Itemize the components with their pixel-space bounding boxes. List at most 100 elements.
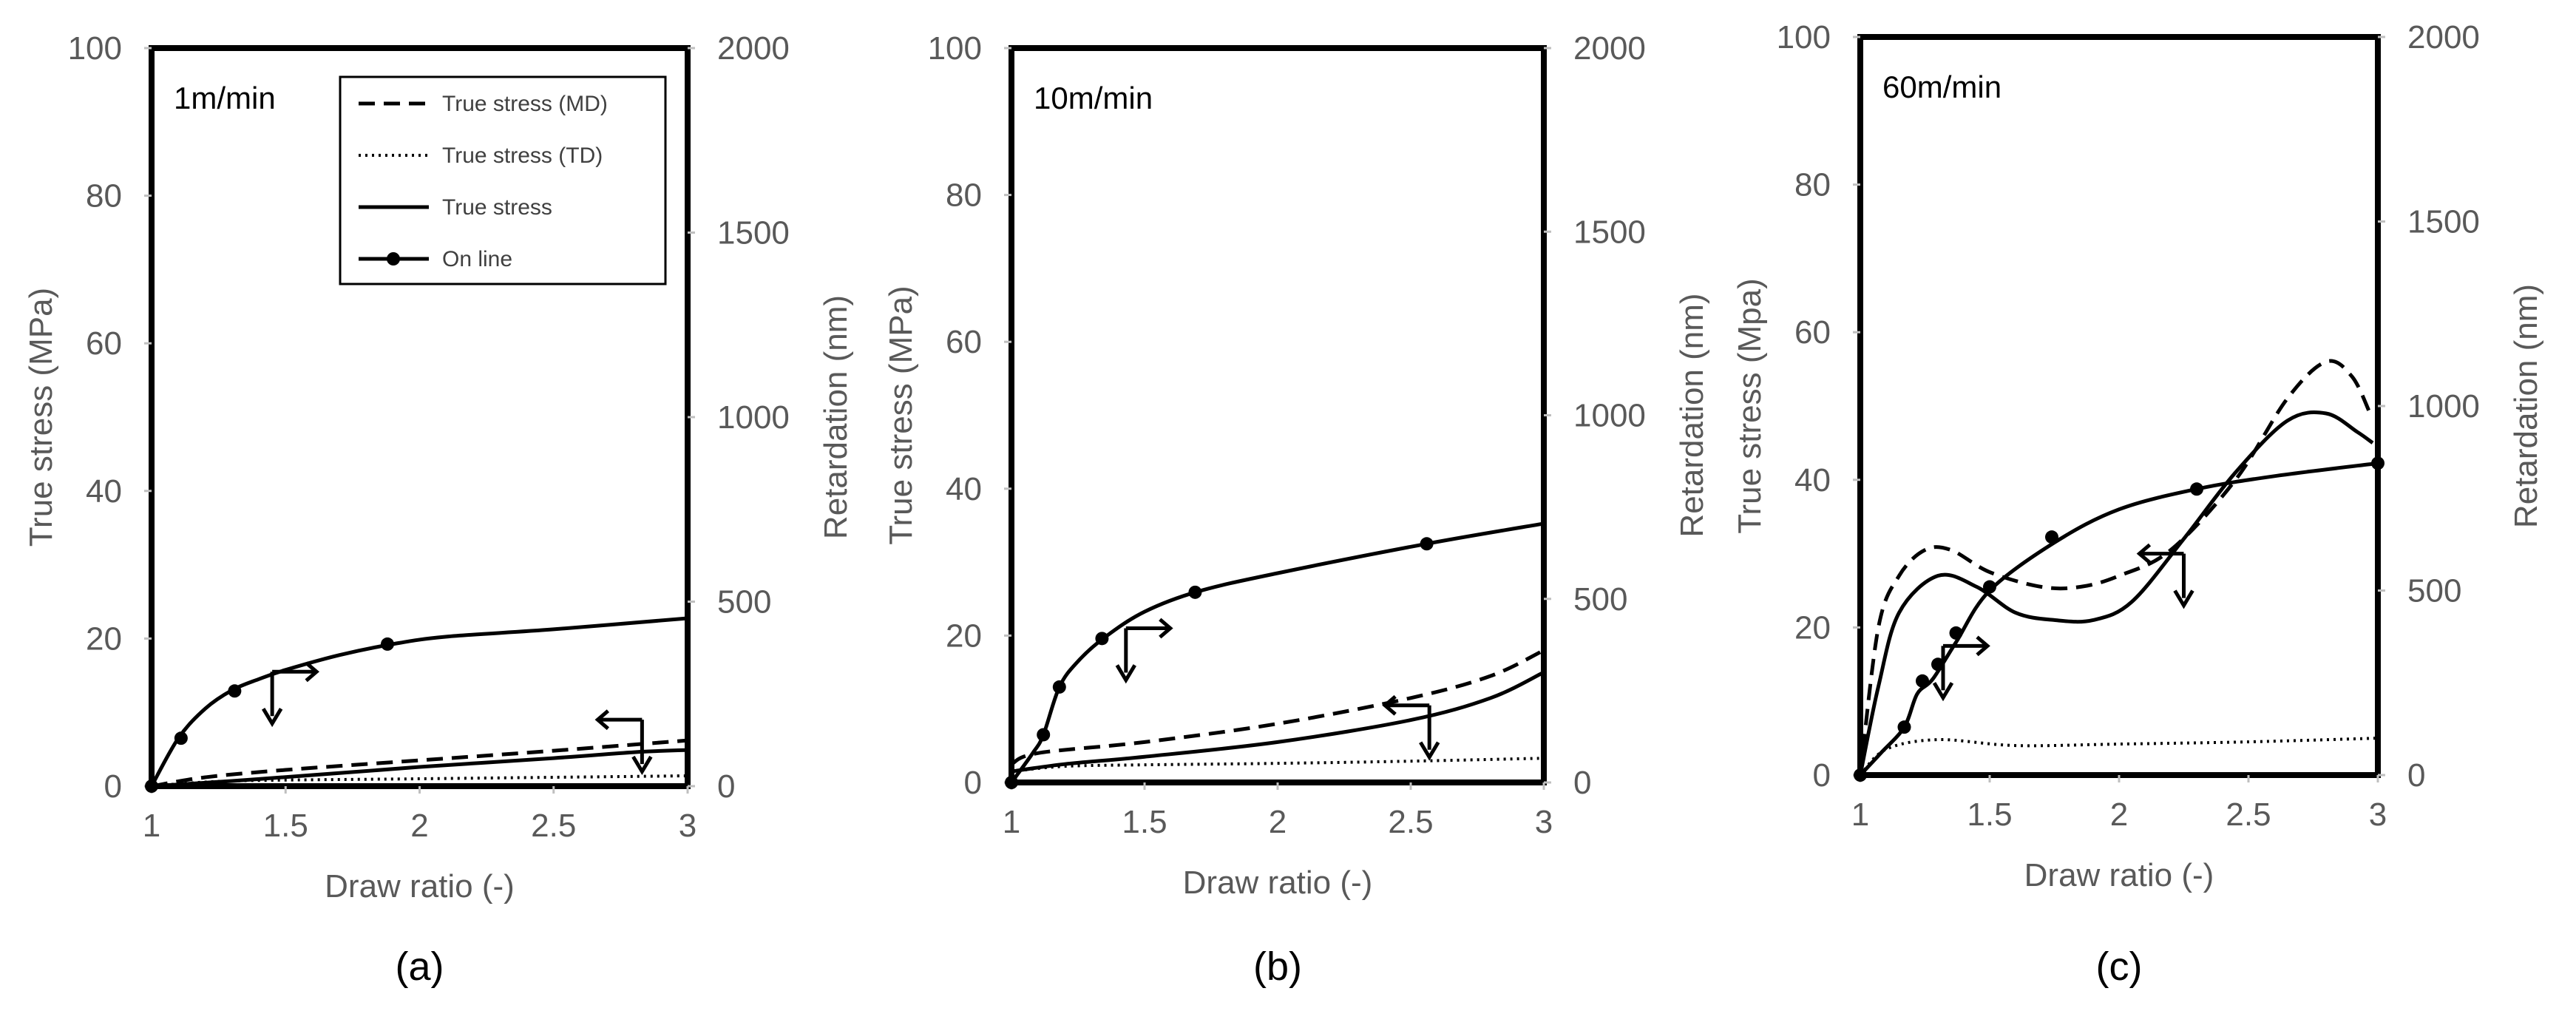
arrow-head-down — [2173, 589, 2194, 609]
y-left-tick-label: 20 — [86, 620, 122, 657]
y-right-tick-label: 2000 — [1573, 30, 1646, 67]
on-line-marker — [228, 684, 242, 698]
series-line-true-stress-md — [151, 738, 688, 788]
y-left-tick-label: 60 — [86, 325, 122, 362]
y-right-tick-label: 1000 — [717, 399, 790, 436]
panel-caption: (a) — [396, 944, 444, 989]
y-right-tick-label: 500 — [717, 584, 771, 620]
legend-entry-label: On line — [442, 247, 512, 271]
legend: True stress (MD) True stress (TD) True str… — [339, 75, 667, 285]
right-axis-indicator-arrow — [1932, 635, 1990, 702]
x-tick-label: 1.5 — [1122, 804, 1167, 840]
on-line-marker — [1983, 580, 1996, 594]
on-line-marker — [2371, 456, 2385, 470]
right-axis-indicator-arrow — [1115, 618, 1173, 684]
y-right-tick-label: 0 — [717, 768, 735, 805]
y-left-tick-label: 0 — [964, 765, 982, 801]
y-left-tick-label: 20 — [1794, 609, 1831, 646]
speed-label: 1m/min — [174, 81, 276, 115]
arrow-head-side — [1382, 694, 1397, 716]
on-line-marker — [1916, 674, 1929, 688]
on-line-marker — [1095, 632, 1109, 646]
x-tick-label: 1.5 — [263, 808, 308, 844]
legend-entry-label: True stress (MD) — [442, 92, 608, 116]
chart-panel-3: 1 1.5 2 2.5 30204060801000500100015002000Dra… — [1732, 19, 2544, 989]
y-right-tick-label: 2000 — [717, 30, 790, 67]
y-right-tick-label: 1500 — [717, 215, 790, 251]
legend-marker — [387, 252, 400, 266]
speed-label: 10m/min — [1034, 81, 1153, 115]
x-tick-label: 1.5 — [1967, 797, 2012, 833]
arrow-head-down — [1115, 664, 1136, 684]
arrow-head-down — [631, 755, 653, 776]
x-tick-label: 1 — [143, 808, 160, 844]
y-left-tick-label: 80 — [946, 177, 982, 214]
arrow-head-down — [1932, 682, 1954, 702]
y-left-tick-label: 40 — [1794, 462, 1831, 498]
on-line-marker — [1854, 768, 1867, 782]
y-left-tick-label: 100 — [68, 30, 122, 67]
arrow-head-side — [305, 661, 319, 683]
legend-entry-label: True stress — [442, 195, 552, 220]
on-line-marker — [1897, 720, 1911, 734]
left-axis-indicator-arrow — [1382, 694, 1440, 761]
x-tick-label: 1 — [1003, 804, 1020, 840]
y-right-axis-title: Retardation (nm) — [818, 295, 854, 539]
x-axis-title: Draw ratio (-) — [325, 868, 515, 904]
series-line-true-stress-md — [1010, 649, 1545, 766]
y-left-axis-title: True stress (Mpa) — [1732, 278, 1768, 534]
x-axis-title: Draw ratio (-) — [1183, 865, 1373, 901]
y-left-tick-label: 100 — [1777, 19, 1831, 55]
y-left-tick-label: 80 — [86, 178, 122, 214]
y-left-axis-title: True stress (MPa) — [23, 288, 59, 547]
y-right-tick-label: 1500 — [2407, 204, 2480, 240]
y-right-tick-label: 500 — [1573, 581, 1627, 618]
chart-panel-2: 1 1.5 2 2.5 30204060801000500100015002000Dra… — [883, 30, 1710, 989]
series-line-on-line — [1859, 461, 2379, 777]
y-right-tick-label: 0 — [1573, 765, 1591, 801]
series-line-on-line — [149, 616, 688, 788]
y-right-tick-label: 1500 — [1573, 214, 1646, 250]
y-left-tick-label: 80 — [1794, 167, 1831, 203]
on-line-marker — [381, 637, 394, 651]
arrow-head-side — [594, 709, 610, 731]
y-left-axis-title: True stress (MPa) — [883, 285, 919, 544]
x-axis-title: Draw ratio (-) — [2024, 857, 2214, 893]
series-line-true-stress-td — [1859, 737, 2379, 777]
left-axis-indicator-arrow — [2136, 543, 2194, 609]
arrow-head-down — [261, 708, 283, 728]
y-right-axis-title: Retardation (nm) — [1674, 293, 1710, 537]
y-left-tick-label: 60 — [1794, 314, 1831, 351]
y-right-tick-label: 1000 — [1573, 398, 1646, 434]
x-tick-label: 3 — [2369, 797, 2387, 833]
series-line-true-stress-md — [1858, 359, 2372, 776]
x-tick-label: 2.5 — [2226, 797, 2271, 833]
on-line-marker — [1052, 680, 1066, 694]
x-tick-label: 2 — [410, 808, 428, 844]
legend-box — [339, 75, 667, 285]
arrow-head-side — [1976, 635, 1990, 657]
on-line-marker — [145, 780, 158, 793]
arrow-head-side — [2136, 543, 2152, 564]
y-left-tick-label: 60 — [946, 324, 982, 360]
y-left-tick-label: 40 — [86, 473, 122, 510]
chart-panel-1: 1 1.5 2 2.5 30204060801000500100015002000Dra… — [23, 30, 854, 989]
x-tick-label: 2 — [2110, 797, 2128, 833]
series-line-true-stress — [1858, 410, 2374, 776]
y-right-tick-label: 1000 — [2407, 388, 2480, 425]
panel-caption: (c) — [2096, 944, 2143, 989]
y-right-axis-title: Retardation (nm) — [2508, 284, 2544, 528]
on-line-marker — [1037, 728, 1051, 742]
on-line-marker — [2045, 530, 2058, 544]
on-line-marker — [1188, 585, 1202, 599]
on-line-marker — [2190, 482, 2203, 496]
series-line-true-stress-td — [151, 774, 688, 788]
y-left-tick-label: 0 — [1813, 757, 1831, 794]
speed-label: 60m/min — [1882, 70, 2002, 104]
y-right-tick-label: 0 — [2407, 757, 2425, 794]
legend-entry-label: True stress (TD) — [442, 143, 603, 168]
y-right-tick-label: 500 — [2407, 573, 2461, 609]
on-line-marker — [174, 731, 188, 745]
y-right-tick-label: 2000 — [2407, 19, 2480, 55]
